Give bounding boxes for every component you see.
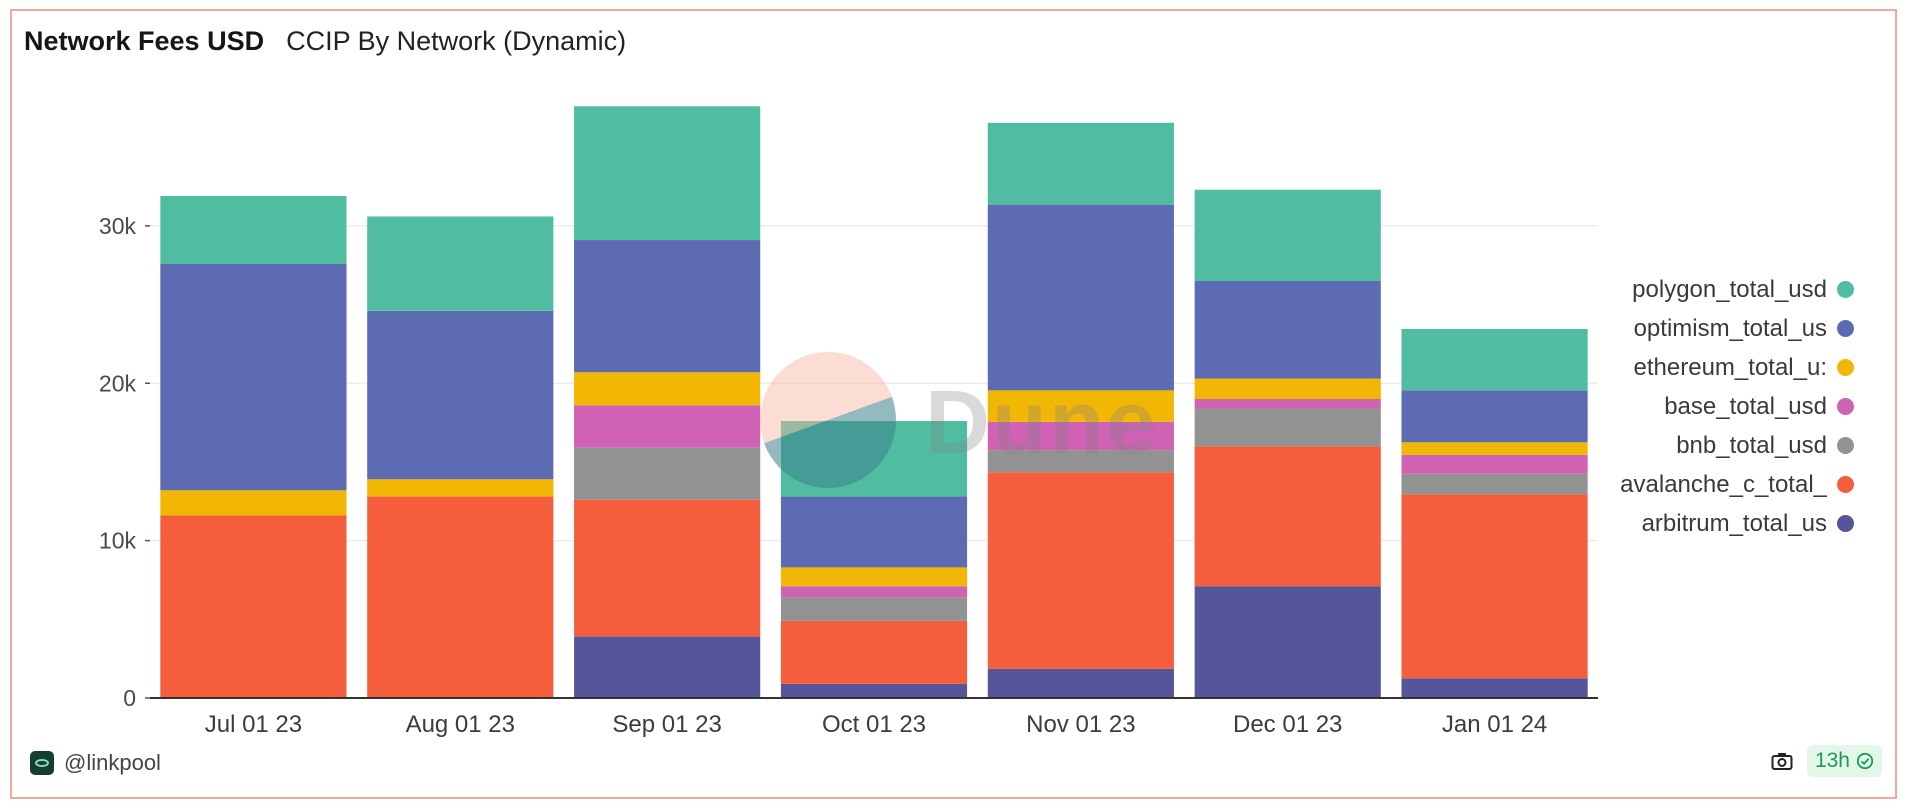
bar-segment-arbitrum_total_usd [574,636,761,698]
bar-segment-optimism_total_usd [160,263,347,491]
legend-marker [1837,281,1854,298]
y-tick-label: 30k [99,213,137,239]
bar-segment-bnb_total_usd [574,447,761,500]
bar-segment-polygon_total_usd [367,216,554,311]
bar-segment-ethereum_total_usd [1401,442,1588,455]
y-tick-label: 10k [99,528,137,554]
dune-logo-icon [30,751,54,775]
legend-label: polygon_total_usd [1632,275,1827,303]
legend-label: ethereum_total_u: [1633,353,1827,381]
legend-label: optimism_total_us [1633,314,1827,342]
legend-item[interactable]: arbitrum_total_us [1614,504,1854,543]
bar-segment-ethereum_total_usd [160,490,347,516]
bar-segment-polygon_total_usd [1194,189,1381,281]
bar-segment-ethereum_total_usd [987,390,1174,422]
bar-segment-arbitrum_total_usd [780,683,968,698]
x-tick-label: Jan 01 24 [1442,711,1547,738]
bar-segment-arbitrum_total_usd [987,668,1174,698]
footer-status: 13h [1771,745,1882,777]
legend-marker [1837,398,1854,415]
bar-segment-optimism_total_usd [574,240,761,373]
legend-label: bnb_total_usd [1676,431,1827,459]
x-tick-label: Jul 01 23 [205,711,302,738]
bar-segment-bnb_total_usd [1401,473,1588,495]
bar-segment-polygon_total_usd [780,421,968,497]
x-tick-label: Aug 01 23 [406,711,515,738]
legend-item[interactable]: avalanche_c_total_ [1614,465,1854,504]
camera-icon[interactable] [1771,750,1793,772]
x-tick-label: Dec 01 23 [1233,711,1342,738]
chart-header: Network Fees USD CCIP By Network (Dynami… [24,26,626,57]
legend-item[interactable]: polygon_total_usd [1614,270,1854,309]
bar-segment-bnb_total_usd [987,450,1174,473]
bar-segment-polygon_total_usd [987,122,1174,205]
bar-segment-avalanche_c_total_usd [780,620,968,684]
bar-segment-ethereum_total_usd [1194,378,1381,399]
bar-segment-polygon_total_usd [160,195,347,264]
bar-segment-avalanche_c_total_usd [1401,494,1588,679]
check-circle-icon [1856,752,1874,770]
legend-marker [1837,320,1854,337]
y-tick-label: 20k [99,370,137,396]
bar-segment-base_total_usd [780,586,968,598]
bar-segment-bnb_total_usd [780,597,968,621]
bar-segment-avalanche_c_total_usd [160,515,347,698]
bar-segment-base_total_usd [1401,454,1588,474]
bar-segment-optimism_total_usd [367,310,554,480]
legend-item[interactable]: bnb_total_usd [1614,426,1854,465]
bar-segment-polygon_total_usd [1401,328,1588,391]
bar-segment-base_total_usd [987,421,1174,451]
x-tick-label: Sep 01 23 [612,711,721,738]
bar-segment-avalanche_c_total_usd [1194,446,1381,587]
x-tick-label: Oct 01 23 [822,711,926,738]
freshness-badge[interactable]: 13h [1806,745,1882,777]
legend-marker [1837,515,1854,532]
bar-segment-avalanche_c_total_usd [367,496,554,698]
bar-segment-arbitrum_total_usd [1401,678,1588,698]
bar-segment-optimism_total_usd [1194,280,1381,379]
bar-segment-ethereum_total_usd [780,567,968,587]
bar-segment-polygon_total_usd [574,106,761,241]
legend-item[interactable]: ethereum_total_u: [1614,348,1854,387]
y-tick-label: 0 [123,685,136,711]
bar-segment-ethereum_total_usd [574,372,761,406]
bar-segment-base_total_usd [1194,399,1381,409]
footer-author: @linkpool [30,750,161,776]
legend-item[interactable]: base_total_usd [1614,387,1854,426]
bar-segment-avalanche_c_total_usd [987,472,1174,669]
legend-label: avalanche_c_total_ [1620,470,1827,498]
bar-segment-arbitrum_total_usd [1194,586,1381,698]
x-tick-label: Nov 01 23 [1026,711,1135,738]
chart-title: Network Fees USD [24,26,265,56]
bar-segment-optimism_total_usd [1401,390,1588,443]
legend-marker [1837,476,1854,493]
author-name[interactable]: @linkpool [64,750,161,775]
bar-segment-avalanche_c_total_usd [574,499,761,637]
bar-segment-ethereum_total_usd [367,479,554,497]
legend-label: arbitrum_total_us [1641,509,1827,537]
legend-marker [1837,359,1854,376]
bar-segment-optimism_total_usd [987,204,1174,391]
legend-label: base_total_usd [1664,392,1827,420]
freshness-label: 13h [1814,749,1850,772]
bar-segment-bnb_total_usd [1194,408,1381,447]
legend-item[interactable]: optimism_total_us [1614,309,1854,348]
bar-segment-base_total_usd [574,405,761,448]
legend-marker [1837,437,1854,454]
chart-subtitle: CCIP By Network (Dynamic) [286,26,627,56]
bar-segment-optimism_total_usd [780,496,968,568]
